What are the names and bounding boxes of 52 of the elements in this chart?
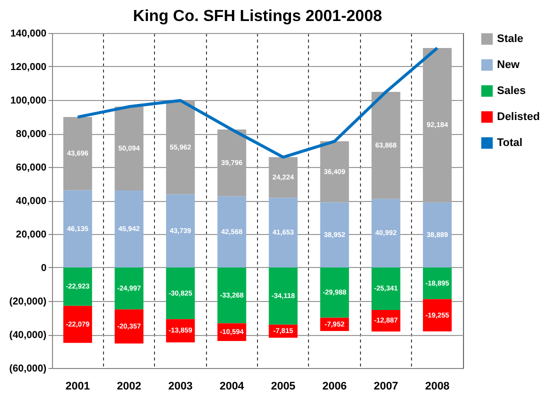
x-tick-label: 2008 (425, 380, 450, 392)
legend-label: Delisted (497, 111, 540, 123)
y-tick-label: (20,000) (9, 296, 46, 308)
x-tick-label: 2001 (65, 380, 90, 392)
bar (166, 268, 195, 320)
bar (63, 190, 92, 268)
bar (422, 48, 452, 202)
bar (372, 198, 400, 268)
y-tick-label: 80,000 (16, 129, 47, 140)
bar (114, 309, 144, 344)
bar (320, 268, 349, 318)
bar (166, 194, 195, 268)
y-tick-label: 0 (40, 263, 47, 274)
bar (268, 157, 298, 198)
bar (166, 319, 195, 342)
x-tick-label: 2002 (116, 380, 142, 392)
bar (114, 268, 144, 310)
y-tick-label: (40,000) (9, 330, 46, 341)
legend-label: Sales (497, 85, 526, 97)
bar (166, 100, 195, 194)
bar (268, 198, 298, 268)
x-tick-label: 2005 (270, 380, 296, 392)
bar (217, 130, 246, 196)
bar (63, 268, 92, 306)
legend-label: Total (497, 137, 522, 149)
x-tick-label: 2006 (322, 380, 347, 392)
y-tick-label: 100,000 (10, 96, 47, 106)
x-tick-label: 2004 (220, 380, 245, 392)
bar (372, 92, 400, 199)
x-tick-label: 2003 (168, 380, 193, 392)
bar (422, 299, 452, 332)
chart-title: King Co. SFH Listings 2001-2008 (133, 8, 382, 25)
bar (114, 190, 144, 268)
bar (217, 268, 246, 324)
y-tick-label: 140,000 (10, 28, 47, 40)
bar (372, 268, 400, 310)
bar (217, 196, 246, 268)
bar (422, 202, 452, 268)
legend-label: Stale (497, 33, 524, 45)
y-tick-label: 60,000 (16, 162, 47, 174)
bar (63, 306, 92, 343)
bar (320, 141, 349, 202)
legend-label: New (497, 59, 520, 71)
bar (320, 202, 349, 268)
bar (114, 106, 144, 191)
y-tick-label: 120,000 (10, 62, 47, 73)
y-tick-label: (60,000) (9, 364, 46, 374)
y-tick-label: 40,000 (16, 196, 47, 207)
bar (63, 117, 92, 190)
y-tick-label: 20,000 (16, 230, 47, 240)
x-tick-label: 2007 (374, 380, 398, 392)
bar (268, 268, 298, 325)
